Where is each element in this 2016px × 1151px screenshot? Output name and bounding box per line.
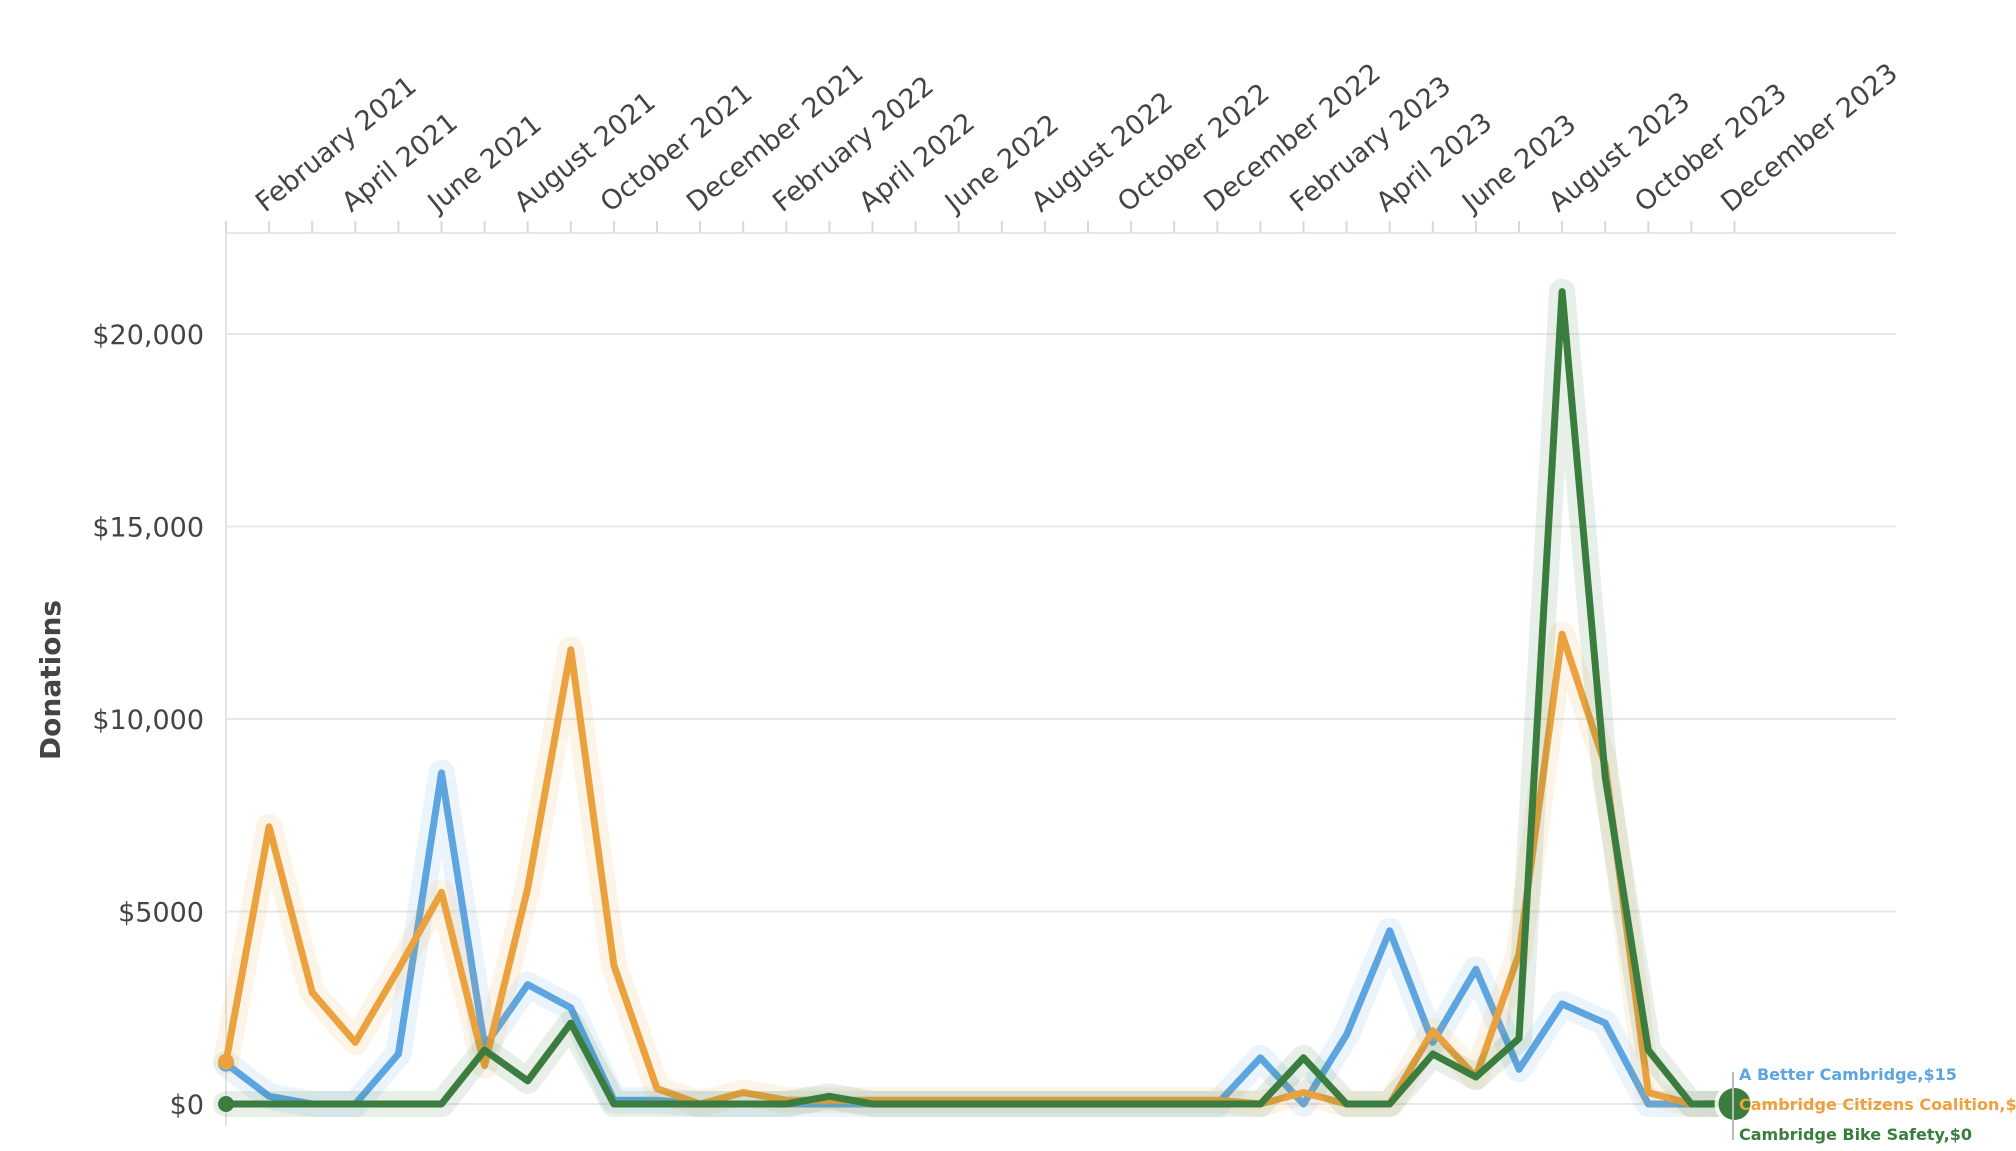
x-tick-label: October 2021 <box>595 78 759 219</box>
legend-entry: Cambridge Citizens Coalition,$0 <box>1739 1095 2016 1114</box>
series-line-cambridge-citizens-coalition <box>222 630 1738 1108</box>
legend: A Better Cambridge,$15 Cambridge Citizens… <box>1732 1065 2016 1144</box>
start-point-cambridge-citizens-coalition <box>218 1053 234 1070</box>
grid-lines <box>225 221 1896 1126</box>
y-axis: $0 $5000 $10,000 $15,000 $20,000 <box>92 320 204 1121</box>
legend-entry: A Better Cambridge,$15 <box>1739 1065 1957 1084</box>
x-tick-label: October 2022 <box>1112 78 1276 219</box>
y-tick-label: $10,000 <box>92 705 204 736</box>
y-tick-label: $0 <box>170 1090 204 1121</box>
y-axis-title: Donations <box>34 600 67 760</box>
series-line-cambridge-bike-safety <box>222 288 1738 1108</box>
series-lines <box>213 278 1748 1117</box>
y-tick-label: $20,000 <box>92 320 204 351</box>
legend-entry: Cambridge Bike Safety,$0 <box>1739 1125 1972 1144</box>
y-tick-label: $15,000 <box>92 513 204 544</box>
highlight-point <box>1718 1088 1751 1120</box>
y-tick-label: $5000 <box>118 898 204 929</box>
highlight-points <box>218 1053 1755 1124</box>
x-tick-label: October 2023 <box>1629 78 1793 219</box>
start-point-cambridge-bike-safety <box>218 1096 234 1112</box>
